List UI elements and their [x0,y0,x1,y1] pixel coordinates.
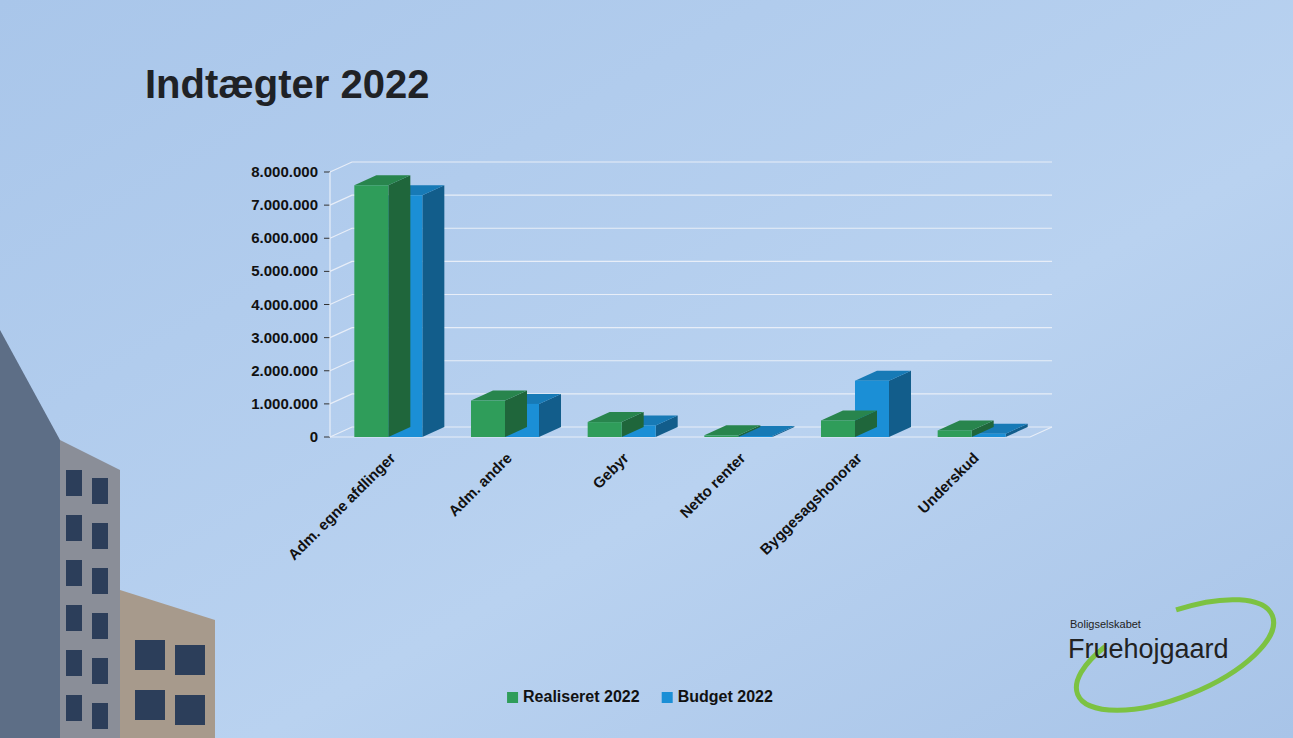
chart: Indtægter 2022 0 1.000.000 2.000.000 3.000.0… [0,0,1293,738]
building-decor [0,330,215,738]
bar-side [388,175,410,437]
tick-label: 6.000.000 [251,229,318,246]
category-label: Gebyr [589,449,632,492]
tick-label: 7.000.000 [251,196,318,213]
bar-front [704,435,738,437]
tick-label: 4.000.000 [251,296,318,313]
y-axis-line [329,172,330,437]
bar-front [738,436,772,438]
bar-front [855,381,889,437]
bar-top [354,175,410,185]
tick-mark [324,304,330,305]
category-label: Adm. andre [445,449,515,519]
legend: Realiseret 2022 Budget 2022 [507,688,773,705]
logo-small: Boligselskabet [1070,618,1141,630]
y-axis: 0 1.000.000 2.000.000 3.000.000 4.000.000 5.0… [251,163,1052,445]
tick-label: 0 [310,428,318,445]
bar-front [354,185,388,437]
tick-label: 2.000.000 [251,362,318,379]
tick-label: 5.000.000 [251,262,318,279]
bar [588,412,644,437]
category-label: Adm. egne afdlinger [284,449,398,563]
bar-top [471,391,527,401]
x-axis: Adm. egne afdlinger Adm. andre Gebyr Netto … [284,449,981,563]
bar [704,425,760,437]
background [0,0,1293,738]
tick-mark [324,238,330,239]
legend-swatch [507,692,518,703]
tick-mark [324,271,330,272]
bar [855,371,911,437]
bar-top [821,410,877,420]
bar-top [704,425,760,435]
tick-label: 3.000.000 [251,329,318,346]
category-label: Byggesagshonorar [756,449,865,558]
category-label: Underskud [914,449,981,516]
tick-mark [324,205,330,206]
bars [354,175,1027,437]
legend-label: Budget 2022 [678,688,773,705]
tick-mark [324,403,330,404]
bar-front [938,430,972,437]
logo-swoosh [1062,577,1288,734]
tick-label: 8.000.000 [251,163,318,180]
legend-label: Realiseret 2022 [523,688,640,705]
bar-top [855,371,911,381]
tick-mark [324,172,330,173]
bar-side [422,185,444,437]
title: Indtægter 2022 [145,62,430,106]
logo-name: Fruehojgaard [1068,634,1229,664]
bar-front [821,420,855,437]
logo: Boligselskabet Fruehojgaard [1062,577,1288,734]
tick-mark [324,370,330,371]
bar [354,175,410,437]
grid [330,162,1052,437]
bar-top [588,412,644,422]
bar-side [889,371,911,437]
legend-swatch [662,692,673,703]
category-label: Netto renter [676,449,748,521]
bar [821,410,877,437]
bar [938,420,994,437]
bar [471,391,527,437]
bar-front [588,422,622,437]
tick-label: 1.000.000 [251,395,318,412]
grid-line [330,162,1052,172]
tick-mark [324,437,330,438]
tick-mark [324,337,330,338]
bar-top [938,420,994,430]
bar-front [471,401,505,437]
